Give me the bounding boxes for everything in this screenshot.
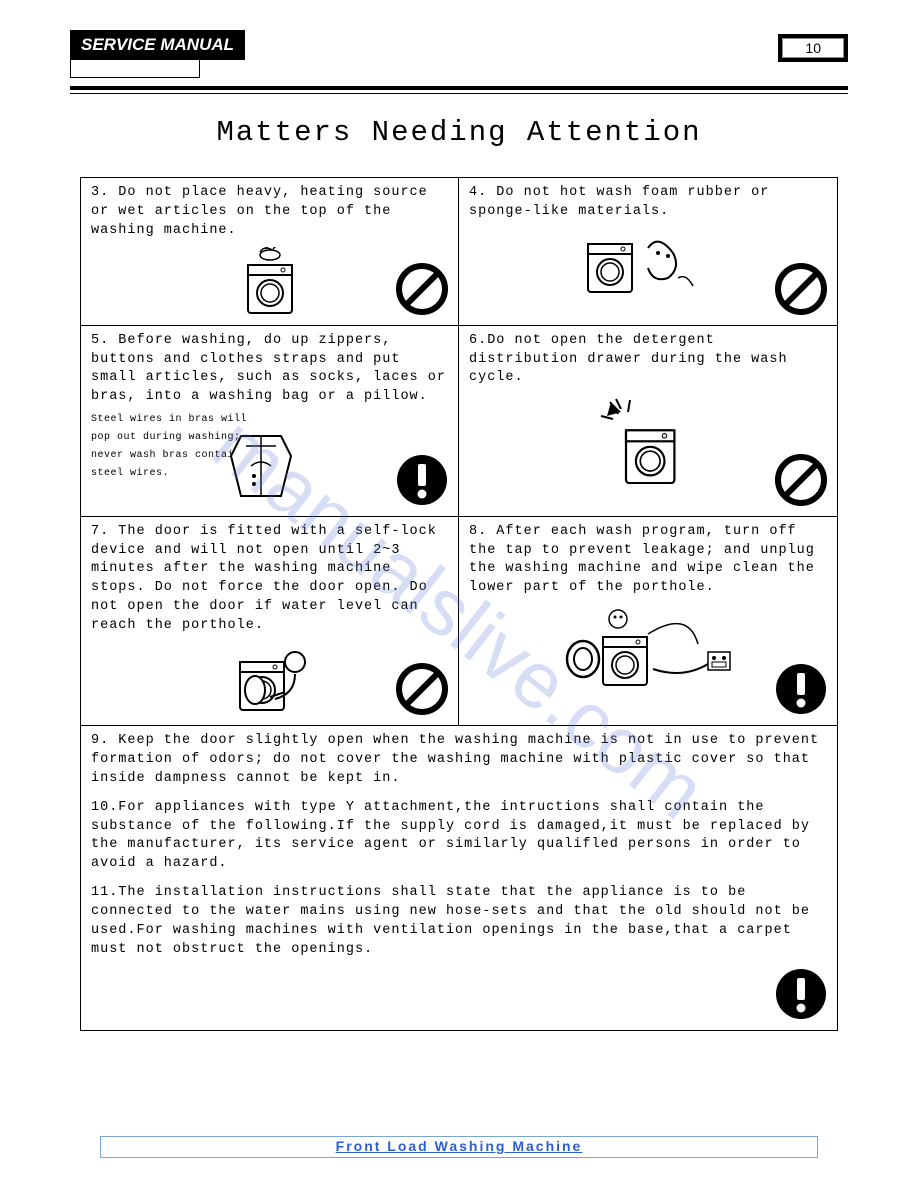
cell-6-illustration bbox=[593, 394, 703, 484]
prohibit-icon bbox=[396, 263, 448, 315]
cell-8-illustration bbox=[548, 604, 748, 694]
prohibit-icon bbox=[775, 454, 827, 506]
page-number: 10 bbox=[782, 38, 844, 58]
cell-8-text: 8. After each wash program, turn off the… bbox=[469, 523, 827, 599]
service-badge-spacer bbox=[70, 60, 200, 78]
cell-3-text: 3. Do not place heavy, heating source or… bbox=[91, 184, 448, 241]
cell-7-illustration bbox=[210, 642, 330, 717]
para-9: 9. Keep the door slightly open when the … bbox=[91, 732, 827, 789]
row-7-8: 7. The door is fitted with a self-lock d… bbox=[81, 517, 837, 726]
warning-icon bbox=[396, 454, 448, 506]
warning-icon bbox=[775, 663, 827, 715]
row-5-6: 5. Before washing, do up zippers, button… bbox=[81, 326, 837, 517]
row-3-4: 3. Do not place heavy, heating source or… bbox=[81, 178, 837, 326]
cell-7-text: 7. The door is fitted with a self-lock d… bbox=[91, 523, 448, 636]
row-9-11: 9. Keep the door slightly open when the … bbox=[81, 726, 837, 1030]
prohibit-icon bbox=[775, 263, 827, 315]
cell-9-11: 9. Keep the door slightly open when the … bbox=[81, 726, 837, 1030]
cell-7: 7. The door is fitted with a self-lock d… bbox=[81, 517, 459, 725]
cell-5-illustration bbox=[221, 426, 311, 506]
header: SERVICE MANUAL 10 bbox=[70, 30, 848, 78]
footer-bar: Front Load Washing Machine bbox=[100, 1136, 818, 1158]
attention-grid: 3. Do not place heavy, heating source or… bbox=[80, 177, 838, 1031]
cell-3: 3. Do not place heavy, heating source or… bbox=[81, 178, 459, 325]
para-10: 10.For appliances with type Y attachment… bbox=[91, 799, 827, 875]
cell-4-text: 4. Do not hot wash foam rubber or sponge… bbox=[469, 184, 827, 222]
warning-icon bbox=[775, 968, 827, 1020]
cell-6: 6.Do not open the detergent distribution… bbox=[459, 326, 837, 516]
page-number-badge: 10 bbox=[778, 34, 848, 62]
page-title: Matters Needing Attention bbox=[70, 116, 848, 149]
cell-3-illustration bbox=[225, 247, 315, 317]
cell-5-text: 5. Before washing, do up zippers, button… bbox=[91, 332, 448, 408]
footer-text: Front Load Washing Machine bbox=[336, 1138, 583, 1154]
service-manual-badge: SERVICE MANUAL bbox=[70, 30, 245, 60]
service-badge-wrap: SERVICE MANUAL bbox=[70, 30, 245, 78]
cell-8: 8. After each wash program, turn off the… bbox=[459, 517, 837, 725]
para-11: 11.The installation instructions shall s… bbox=[91, 884, 827, 960]
header-rule bbox=[70, 86, 848, 94]
cell-4: 4. Do not hot wash foam rubber or sponge… bbox=[459, 178, 837, 325]
cell-4-illustration bbox=[583, 228, 713, 298]
cell-5: 5. Before washing, do up zippers, button… bbox=[81, 326, 459, 516]
cell-6-text: 6.Do not open the detergent distribution… bbox=[469, 332, 827, 389]
prohibit-icon bbox=[396, 663, 448, 715]
